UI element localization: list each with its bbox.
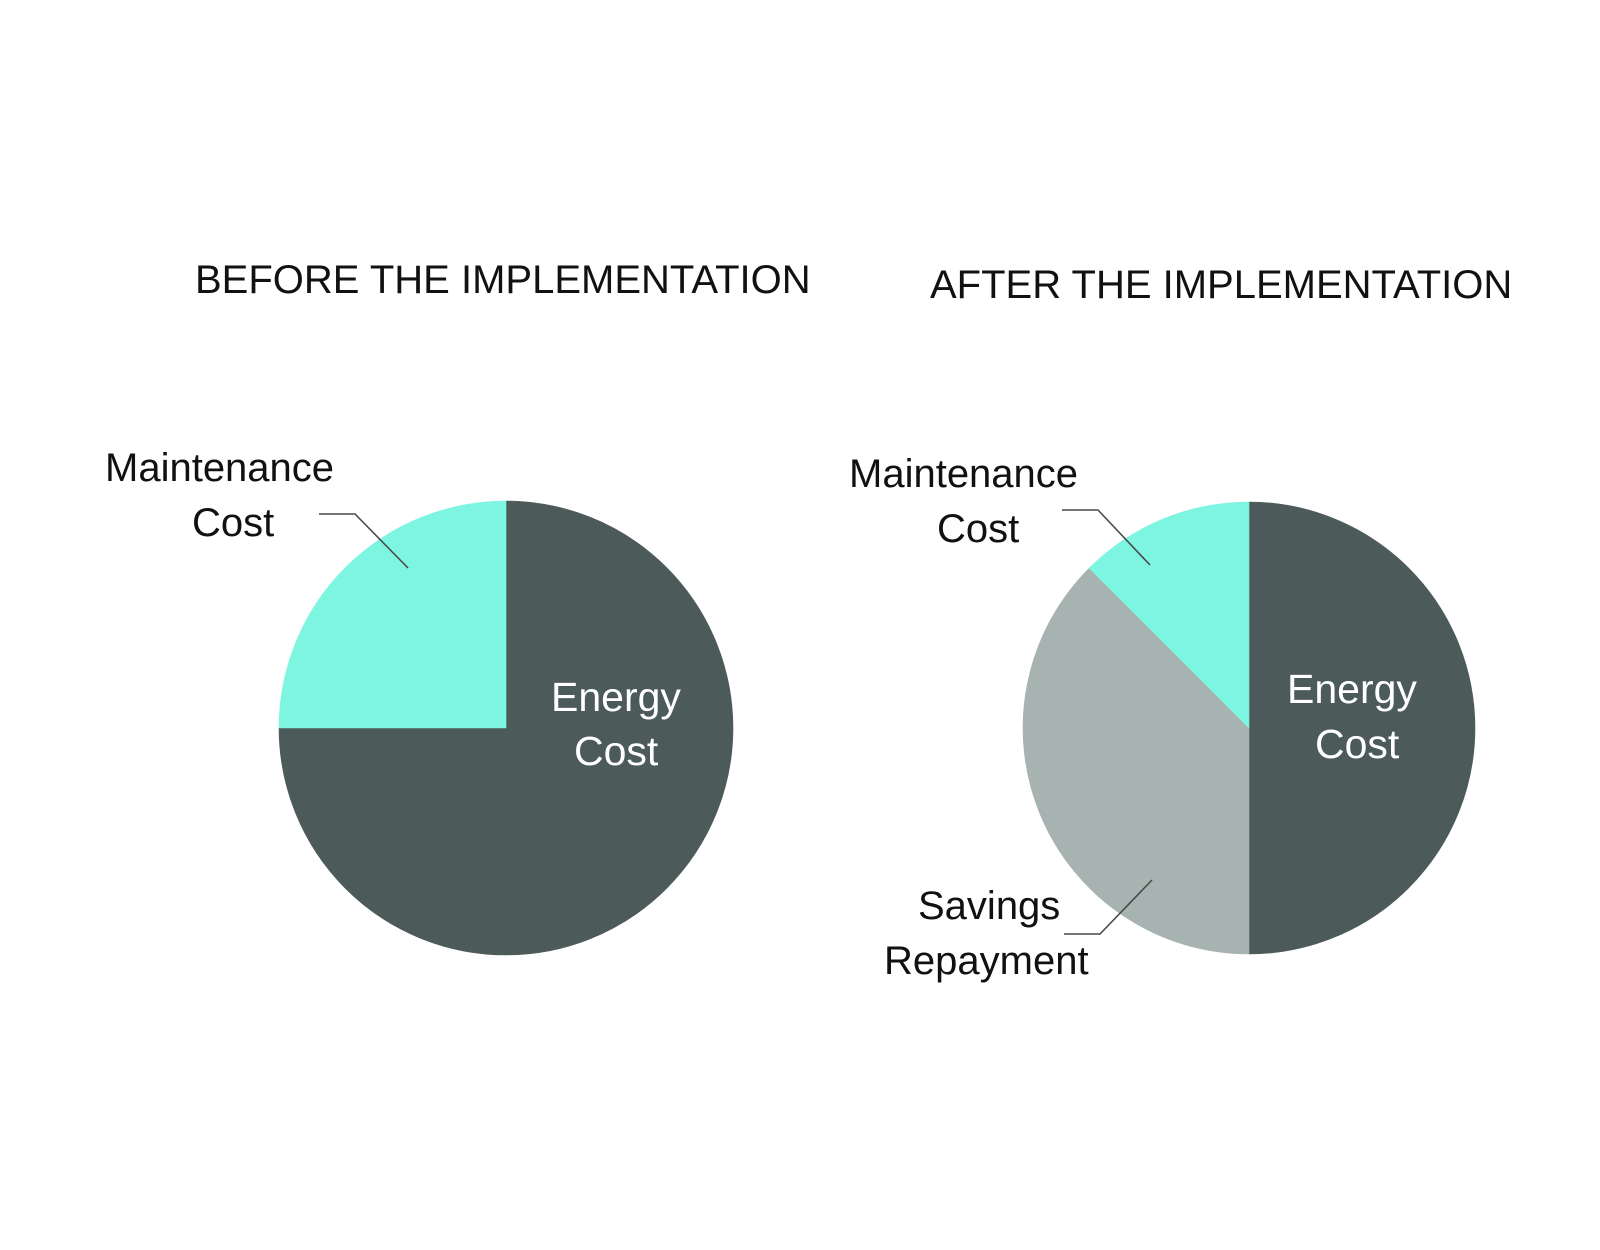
- after-savings-label-line-1: Savings: [918, 884, 1060, 928]
- after-savings-leader-line: [1064, 879, 1153, 935]
- after-slice-savings-repayment: [1022, 567, 1250, 955]
- before-slice-energy-cost: [278, 500, 734, 956]
- before-maintenance-leader-line: [319, 513, 409, 569]
- after-chart-title: AFTER THE IMPLEMENTATION: [930, 263, 1512, 307]
- before-chart-title: BEFORE THE IMPLEMENTATION: [195, 258, 811, 302]
- after-slice-maintenance-cost: [1088, 501, 1250, 729]
- before-energy-label: Energy Cost: [551, 674, 692, 774]
- after-maintenance-label: Maintenance Cost: [849, 452, 1089, 551]
- after-savings-label: Savings Repayment: [884, 884, 1089, 983]
- after-maintenance-leader-line: [1062, 509, 1151, 566]
- before-chart: BEFORE THE IMPLEMENTATION Maintenance Co…: [105, 258, 811, 956]
- after-savings-label-line-2: Repayment: [884, 939, 1089, 983]
- before-maintenance-label: Maintenance Cost: [105, 446, 345, 545]
- before-energy-label-line-1: Energy: [551, 674, 681, 720]
- after-maintenance-label-line-1: Maintenance: [849, 452, 1078, 496]
- after-energy-label: Energy Cost: [1287, 666, 1428, 767]
- after-energy-label-line-2: Cost: [1315, 721, 1400, 767]
- after-pie: [1022, 501, 1476, 955]
- after-slice-energy-cost: [1248, 501, 1476, 955]
- after-chart: AFTER THE IMPLEMENTATION Maintenance Cos…: [849, 263, 1512, 983]
- after-energy-label-line-1: Energy: [1287, 666, 1417, 712]
- before-pie: [278, 500, 734, 956]
- after-maintenance-label-line-2: Cost: [937, 507, 1019, 551]
- before-maintenance-label-line-1: Maintenance: [105, 446, 334, 490]
- before-energy-label-line-2: Cost: [574, 728, 659, 774]
- before-slice-maintenance-cost: [278, 500, 507, 729]
- before-maintenance-label-line-2: Cost: [192, 501, 274, 545]
